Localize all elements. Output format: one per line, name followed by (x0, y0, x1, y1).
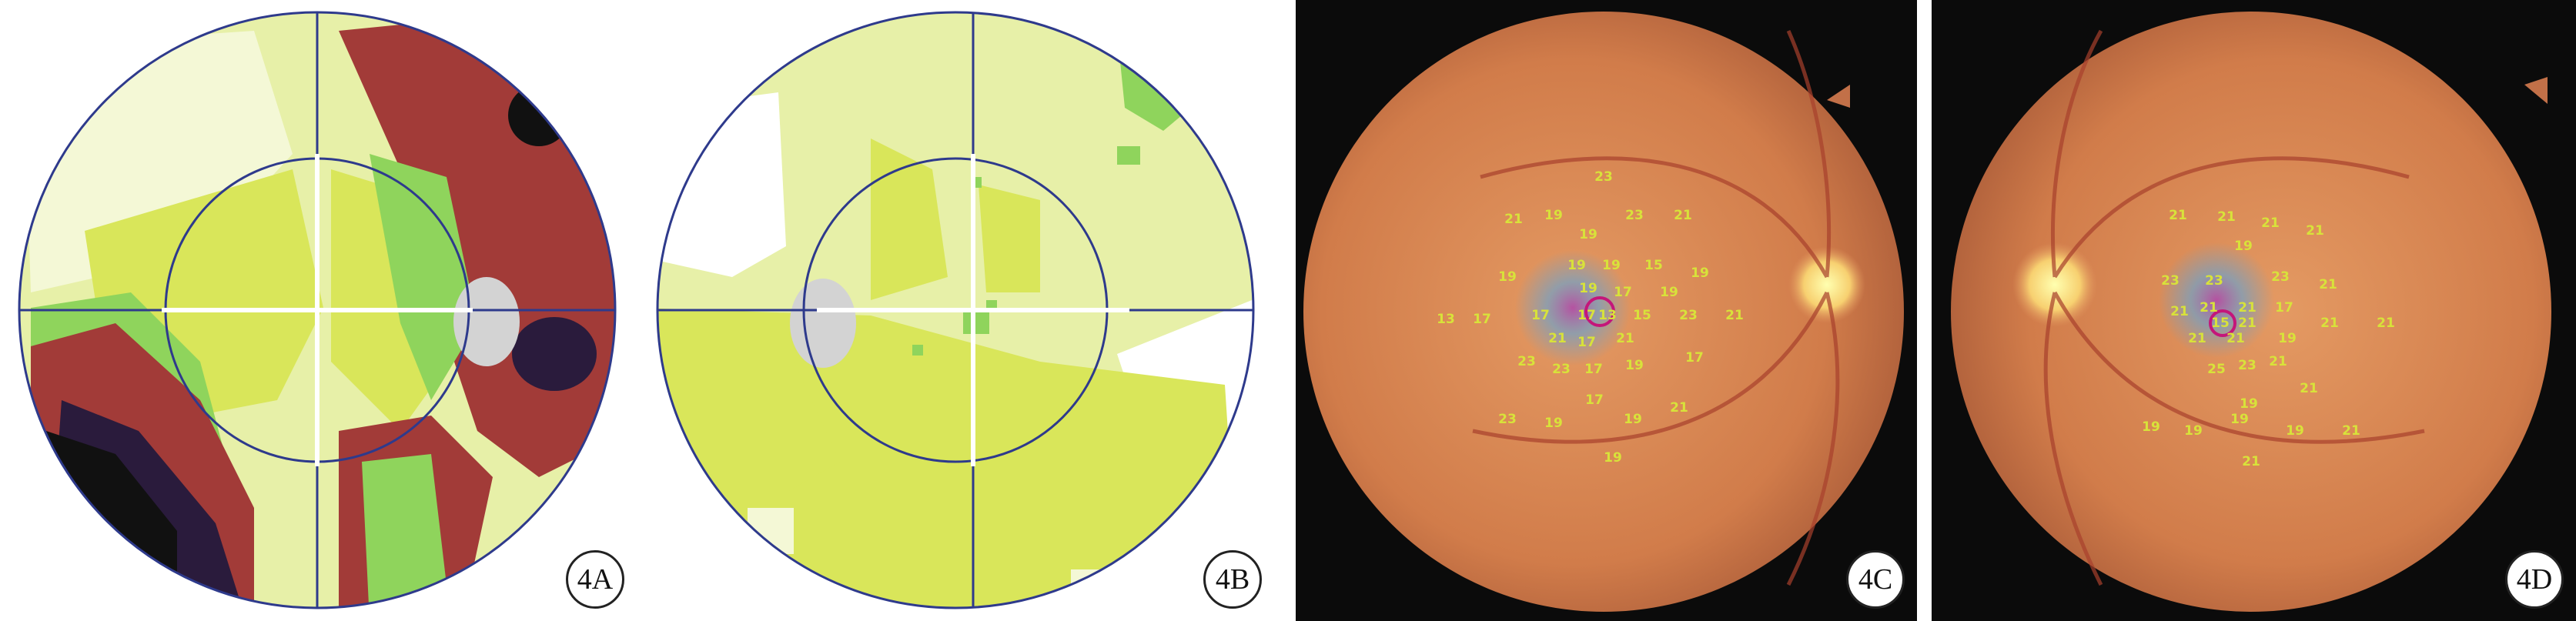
panel-label-4b: 4B (1203, 550, 1262, 609)
sensitivity-value: 19 (1498, 269, 1517, 285)
sensitivity-value: 23 (2161, 273, 2180, 289)
sensitivity-value: 23 (1552, 362, 1571, 377)
sensitivity-value: 17 (1577, 308, 1596, 323)
fundus-panel-4d: 21 21 21 21 23 23 19 23 21 15 21 21 21 21 17 21 21 21 25 23… (1932, 0, 2576, 621)
sensitivity-value: 19 (1604, 450, 1622, 466)
visual-field-panel-4a: 4A (0, 0, 640, 621)
sensitivity-value: 19 (2240, 396, 2258, 412)
sensitivity-value: 19 (1544, 416, 1563, 431)
sensitivity-value: 23 (2205, 273, 2223, 289)
sensitivity-value: 21 (2200, 300, 2218, 316)
sensitivity-value: 19 (1567, 258, 1586, 273)
sensitivity-value: 19 (2184, 423, 2203, 439)
sensitivity-value: 21 (2306, 223, 2324, 239)
sensitivity-value: 21 (2226, 331, 2245, 346)
panel-label-4d: 4D (2505, 550, 2564, 609)
sensitivity-value: 17 (1577, 335, 1596, 350)
sensitivity-value: 19 (1579, 227, 1597, 242)
sensitivity-value: 15 (2211, 316, 2230, 331)
sensitivity-value: 19 (1544, 208, 1563, 223)
sensitivity-value: 21 (2217, 209, 2236, 225)
sensitivity-value: 13 (1598, 308, 1617, 323)
sensitivity-value: 19 (2286, 423, 2304, 439)
sensitivity-value: 23 (1625, 208, 1644, 223)
sensitivity-value: 23 (1517, 354, 1536, 369)
sensitivity-value: 19 (1660, 285, 1678, 300)
sensitivity-value: 21 (2320, 316, 2339, 331)
sensitivity-value: 17 (1685, 350, 1704, 366)
sensitivity-value: 17 (1584, 362, 1603, 377)
sensitivity-value: 17 (1585, 392, 1604, 408)
sensitivity-value: 21 (2170, 304, 2189, 319)
sensitivity-value: 23 (1594, 169, 1613, 185)
fundus-panel-4c: 23 21 19 19 23 21 19 19 19 15 19 19 17 13 17 17 17 13 15 23… (1296, 0, 1917, 621)
sensitivity-value: 19 (2230, 412, 2249, 427)
sensitivity-value: 17 (2275, 300, 2293, 316)
sensitivity-value: 21 (1674, 208, 1692, 223)
sensitivity-value: 21 (2342, 423, 2360, 439)
sensitivity-value: 21 (2300, 381, 2318, 396)
sensitivity-value: 21 (1670, 400, 1688, 416)
sensitivity-value: 19 (1602, 258, 1621, 273)
sensitivity-value: 25 (2207, 362, 2226, 377)
sensitivity-value: 13 (1437, 312, 1455, 327)
sensitivity-value: 21 (2377, 316, 2395, 331)
sensitivity-value: 17 (1614, 285, 1632, 300)
sensitivity-value: 21 (1616, 331, 1634, 346)
sensitivity-value: 17 (1531, 308, 1550, 323)
panel-label-4c: 4C (1846, 550, 1905, 609)
sensitivity-value: 19 (1691, 265, 1709, 281)
sensitivity-value: 21 (2238, 300, 2257, 316)
sensitivity-value: 23 (1498, 412, 1517, 427)
sensitivity-value: 19 (1579, 281, 1597, 296)
visual-field-map-4b (656, 11, 1255, 609)
sensitivity-value: 19 (2278, 331, 2297, 346)
sensitivity-value: 21 (1504, 212, 1523, 227)
sensitivity-value: 19 (1624, 412, 1642, 427)
sensitivity-value: 19 (2234, 239, 2253, 254)
sensitivity-value: 21 (1725, 308, 1744, 323)
sensitivity-value: 23 (2238, 358, 2257, 373)
sensitivity-value: 21 (2242, 454, 2260, 469)
sensitivity-value: 21 (2169, 208, 2187, 223)
sensitivity-value: 21 (2319, 277, 2337, 292)
sensitivity-value: 21 (2269, 354, 2287, 369)
sensitivity-value: 21 (2188, 331, 2206, 346)
sensitivity-value: 17 (1473, 312, 1491, 327)
sensitivity-value: 21 (2238, 316, 2257, 331)
sensitivity-value: 23 (2271, 269, 2290, 285)
sensitivity-value: 21 (1548, 331, 1567, 346)
visual-field-panel-4b: 4B (640, 0, 1280, 621)
sensitivity-value: 21 (2261, 215, 2280, 231)
visual-field-map-4a (18, 11, 617, 609)
sensitivity-value: 15 (1633, 308, 1651, 323)
sensitivity-value: 23 (1679, 308, 1698, 323)
sensitivity-value: 19 (2142, 419, 2160, 435)
sensitivity-value: 19 (1625, 358, 1644, 373)
panel-label-4a: 4A (566, 550, 624, 609)
sensitivity-value: 15 (1644, 258, 1663, 273)
